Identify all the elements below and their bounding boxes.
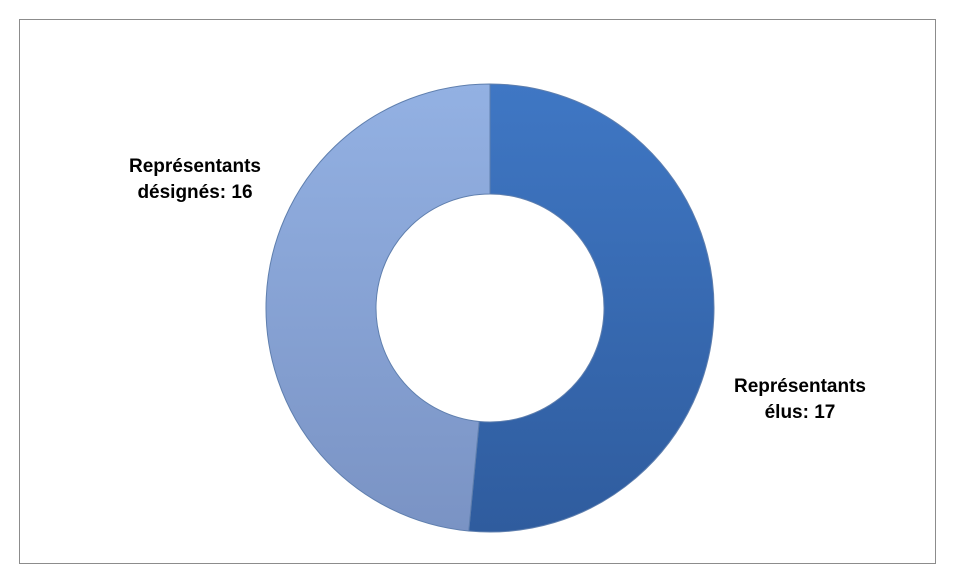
slice-repr-sentants-d-sign-s (265, 83, 491, 532)
data-label-1: Représentants désignés: 16 (129, 156, 261, 203)
slice-repr-sentants-lus (468, 83, 715, 533)
slices-layer (265, 83, 715, 533)
data-label-line: désignés: 16 (137, 182, 252, 203)
data-label-line: Représentants (129, 156, 261, 177)
labels-layer: Représentants élus: 17 Représentants désign… (129, 156, 866, 423)
data-label-0: Représentants élus: 17 (734, 376, 866, 423)
data-label-line: Représentants (734, 376, 866, 397)
data-label-line: élus: 17 (765, 402, 836, 423)
